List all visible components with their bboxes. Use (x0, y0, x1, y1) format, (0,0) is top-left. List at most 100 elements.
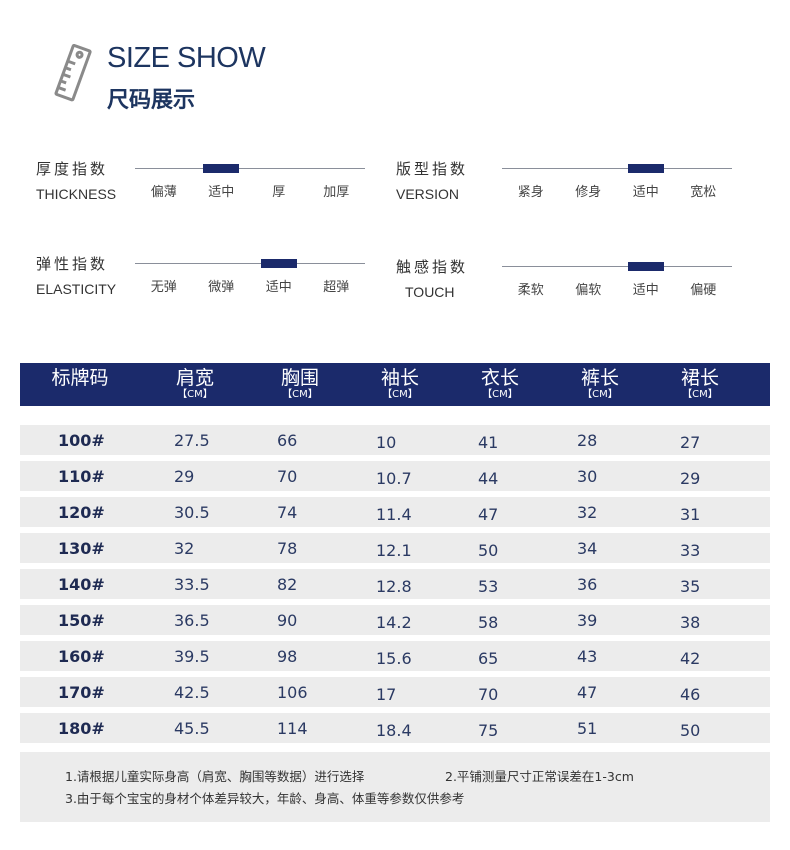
column-header: 胸围 【CM】 (260, 367, 340, 401)
table-row: 100# 27.5 66 10 41 28 27 (20, 425, 770, 455)
column-header: 衣长 【CM】 (460, 367, 540, 401)
size-value: 14.2 (376, 613, 412, 632)
size-code: 140# (58, 575, 105, 594)
size-code: 150# (58, 611, 105, 630)
size-value: 114 (277, 719, 308, 738)
size-code: 180# (58, 719, 105, 738)
size-value: 70 (277, 467, 298, 486)
level-option: 厚 (272, 185, 286, 200)
level-option: 紧身 (517, 185, 544, 200)
level-slot (685, 262, 721, 271)
size-value: 29 (680, 469, 701, 488)
notes-box: 1.请根据儿童实际身高（肩宽、胸围等数据）进行选择 2.平铺测量尺寸正常误差在1… (20, 752, 770, 822)
size-code: 100# (58, 431, 105, 450)
size-value: 38 (680, 613, 701, 632)
size-value: 78 (277, 539, 298, 558)
table-header: 标牌码 肩宽 【CM】 胸围 【CM】 袖长 【CM】 衣长 【CM】 裤长 【CM】 裙长 【CM】 (20, 363, 770, 406)
table-row: 110# 29 70 10.7 44 30 29 (20, 461, 770, 491)
level-option: 适中 (208, 185, 235, 200)
size-code: 110# (58, 467, 105, 486)
size-value: 39 (577, 611, 598, 630)
column-name: 裙长 (680, 367, 719, 389)
table-row: 150# 36.5 90 14.2 58 39 38 (20, 605, 770, 635)
size-value: 12.1 (376, 541, 412, 560)
size-value: 42.5 (174, 683, 210, 702)
size-value: 35 (680, 577, 701, 596)
size-value: 53 (478, 577, 499, 596)
size-value: 43 (577, 647, 598, 666)
table-row: 180# 45.5 114 18.4 75 51 50 (20, 713, 770, 743)
size-code: 170# (58, 683, 105, 702)
column-header: 标牌码 (40, 367, 120, 389)
column-header: 裤长 【CM】 (560, 367, 640, 401)
level-option: 适中 (265, 280, 292, 295)
level-slot (203, 259, 239, 268)
title-en: SIZE SHOW (107, 42, 266, 74)
size-value: 41 (478, 433, 499, 452)
note-3: 3.由于每个宝宝的身材个体差异较大，年龄、身高、体重等参数仅供参考 (65, 791, 465, 806)
level-option: 宽松 (690, 185, 717, 200)
size-value: 17 (376, 685, 397, 704)
column-name: 肩宽 (175, 367, 214, 389)
size-value: 34 (577, 539, 598, 558)
table-row: 120# 30.5 74 11.4 47 32 31 (20, 497, 770, 527)
indicator-label-en: ELASTICITY (36, 281, 117, 297)
level-option: 微弹 (208, 280, 235, 295)
size-value: 45.5 (174, 719, 210, 738)
size-code: 130# (58, 539, 105, 558)
size-value: 47 (478, 505, 499, 524)
note-1: 1.请根据儿童实际身高（肩宽、胸围等数据）进行选择 (65, 769, 365, 784)
column-header: 肩宽 【CM】 (155, 367, 235, 401)
column-unit: 【CM】 (682, 389, 718, 400)
level-slot (685, 164, 721, 173)
level-slot (146, 164, 182, 173)
level-option: 偏薄 (150, 185, 177, 200)
size-value: 58 (478, 613, 499, 632)
size-value: 33.5 (174, 575, 210, 594)
indicator-elasticity: 弹性指数 ELASTICITY 无弹 微弹 适中 超弹 (36, 253, 396, 313)
size-value: 30.5 (174, 503, 210, 522)
track-line (135, 168, 365, 169)
size-value: 27.5 (174, 431, 210, 450)
size-value: 98 (277, 647, 298, 666)
level-track: 偏薄 适中 厚 加厚 (135, 158, 365, 208)
size-value: 74 (277, 503, 298, 522)
track-line (135, 263, 365, 264)
size-value: 82 (277, 575, 298, 594)
track-line (502, 168, 732, 169)
indicator-label-cn: 弹性指数 (36, 255, 109, 273)
indicator-version: 版型指数 VERSION 紧身 修身 适中 宽松 (396, 158, 756, 218)
size-code: 120# (58, 503, 105, 522)
size-value: 50 (680, 721, 701, 740)
level-option: 偏硬 (690, 283, 717, 298)
size-code: 160# (58, 647, 105, 666)
size-value: 90 (277, 611, 298, 630)
indicator-label-cn: 版型指数 (396, 160, 469, 178)
table-row: 160# 39.5 98 15.6 65 43 42 (20, 641, 770, 671)
track-line (502, 266, 732, 267)
column-unit: 【CM】 (382, 389, 418, 400)
size-value: 32 (174, 539, 195, 558)
ruler-icon (54, 44, 92, 102)
table-row: 170# 42.5 106 17 70 47 46 (20, 677, 770, 707)
level-option: 修身 (575, 185, 602, 200)
level-option: 无弹 (150, 280, 177, 295)
size-value: 47 (577, 683, 598, 702)
size-value: 11.4 (376, 505, 412, 524)
table-row: 140# 33.5 82 12.8 53 36 35 (20, 569, 770, 599)
size-value: 33 (680, 541, 701, 560)
note-2: 2.平铺测量尺寸正常误差在1-3cm (445, 769, 634, 784)
indicator-touch: 触感指数 TOUCH 柔软 偏软 适中 偏硬 (396, 256, 756, 316)
level-marker (203, 164, 240, 173)
column-name: 标牌码 (51, 367, 109, 389)
size-value: 50 (478, 541, 499, 560)
level-track: 无弹 微弹 适中 超弹 (135, 253, 365, 303)
level-slot (318, 259, 354, 268)
size-value: 65 (478, 649, 499, 668)
size-value: 106 (277, 683, 308, 702)
size-value: 46 (680, 685, 701, 704)
indicator-label-en: TOUCH (405, 284, 455, 300)
level-slot (513, 164, 549, 173)
column-name: 胸围 (280, 367, 319, 389)
